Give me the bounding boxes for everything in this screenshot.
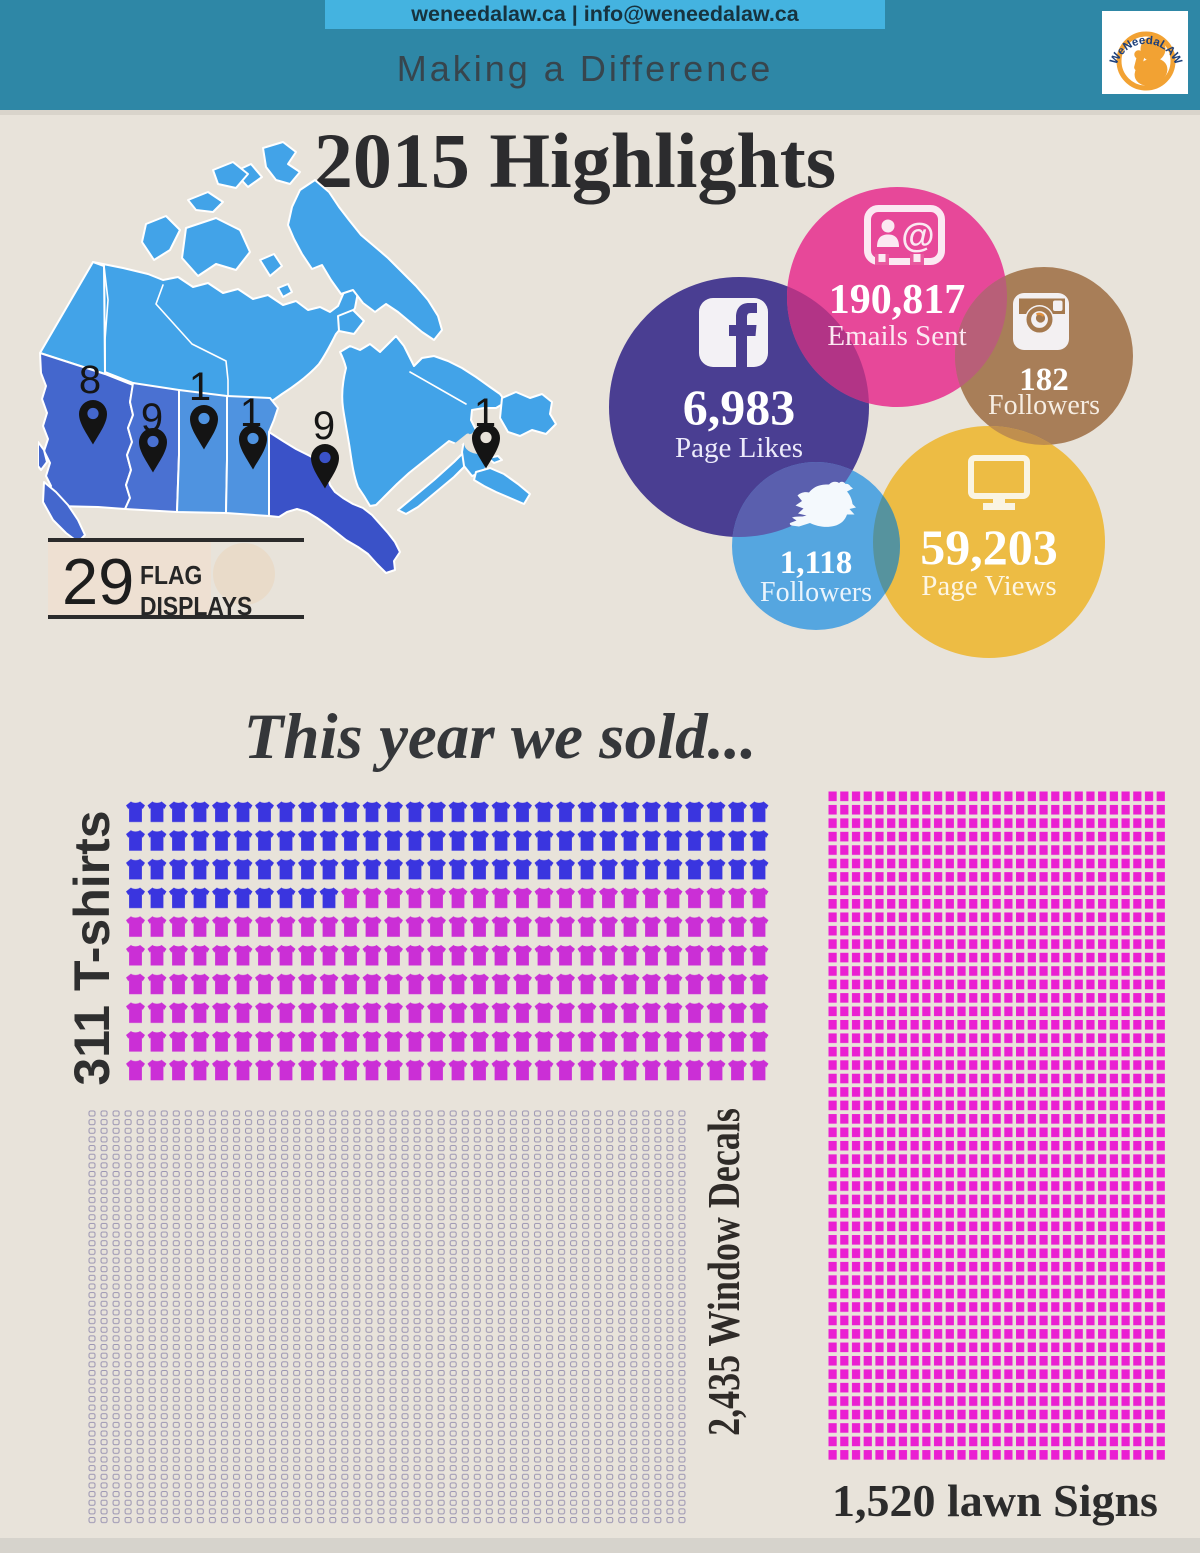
svg-text:9: 9	[313, 404, 335, 448]
svg-text:1: 1	[474, 391, 496, 435]
svg-text:9: 9	[141, 396, 163, 440]
svg-text:1: 1	[189, 365, 211, 409]
svg-text:1: 1	[240, 391, 262, 435]
svg-text:8: 8	[79, 358, 101, 402]
svg-text:@: @	[901, 217, 934, 255]
